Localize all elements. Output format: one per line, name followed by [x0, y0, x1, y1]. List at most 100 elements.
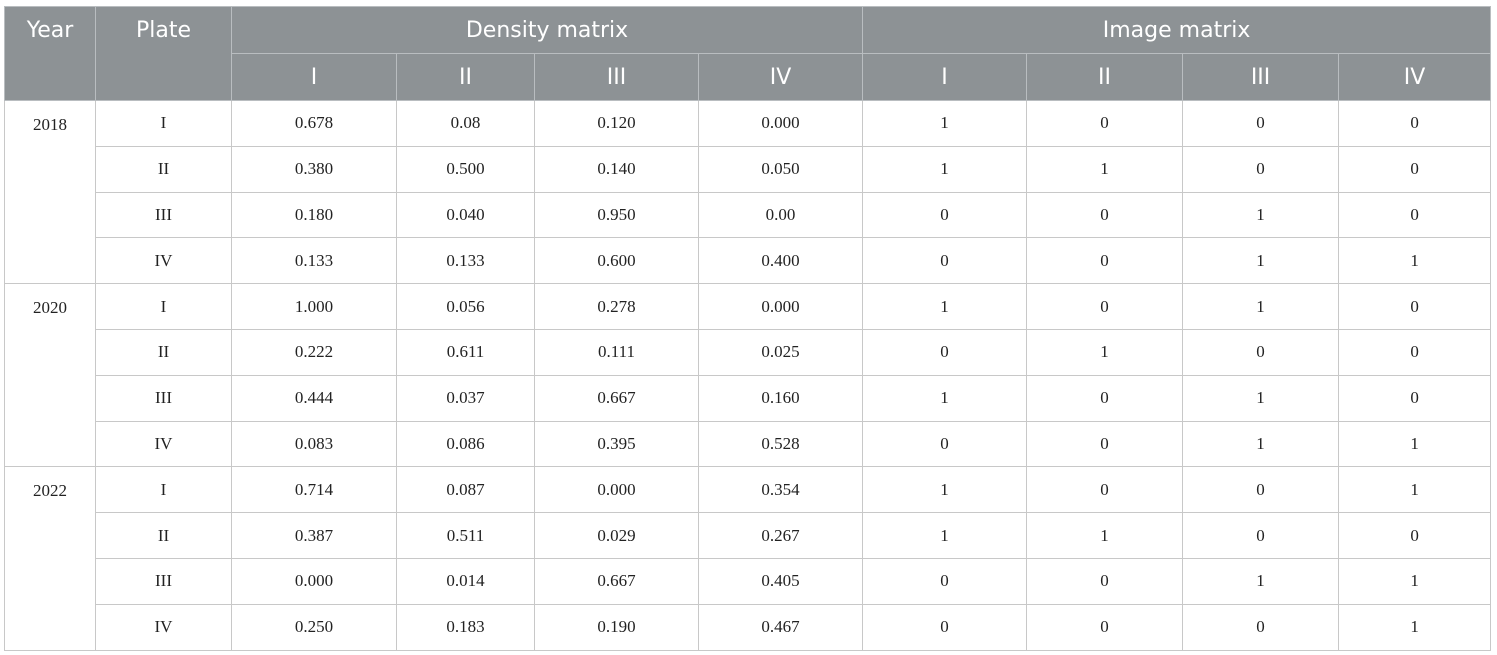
density-value-cell: 0.133: [231, 237, 397, 285]
image-value-cell: 1: [862, 283, 1028, 330]
plate-header: Plate: [95, 6, 232, 101]
density-col-header: II: [396, 53, 535, 101]
image-value-cell: 0: [1026, 283, 1184, 330]
image-value-cell: 1: [862, 374, 1028, 422]
density-value-cell: 0.140: [534, 145, 699, 193]
density-value-cell: 0.183: [396, 603, 535, 651]
density-value-cell: 0.160: [697, 374, 864, 422]
density-col-header: III: [534, 53, 699, 101]
density-matrix-header: Density matrix: [230, 6, 864, 54]
table-row: II 0.222 0.611 0.111 0.025 0 1 0 0: [5, 328, 1492, 376]
density-value-cell: 0.111: [534, 328, 699, 376]
plate-cell: III: [95, 191, 232, 239]
plate-cell: II: [95, 328, 232, 376]
image-value-cell: 1: [862, 512, 1028, 559]
image-value-cell: 1: [862, 145, 1028, 193]
image-value-cell: 1: [1182, 557, 1340, 605]
image-value-cell: 0: [862, 603, 1028, 651]
density-col-header: I: [231, 53, 397, 101]
image-value-cell: 0: [1182, 145, 1340, 193]
image-value-cell: 1: [1338, 466, 1492, 514]
image-value-cell: 0: [1182, 100, 1340, 147]
density-value-cell: 0.511: [396, 512, 535, 559]
density-value-cell: 0.000: [697, 100, 864, 147]
density-value-cell: 0.714: [231, 466, 397, 514]
density-value-cell: 0.037: [396, 374, 535, 422]
image-value-cell: 0: [1338, 191, 1492, 239]
table-row: III 0.180 0.040 0.950 0.00 0 0 1 0: [5, 191, 1492, 239]
density-value-cell: 0.678: [231, 100, 397, 147]
density-value-cell: 0.087: [396, 466, 535, 514]
table-row: IV 0.133 0.133 0.600 0.400 0 0 1 1: [5, 237, 1492, 285]
density-value-cell: 0.611: [396, 328, 535, 376]
image-value-cell: 0: [1026, 374, 1184, 422]
density-value-cell: 0.08: [396, 100, 535, 147]
density-value-cell: 0.222: [231, 328, 397, 376]
table-row: II 0.387 0.511 0.029 0.267 1 1 0 0: [5, 512, 1492, 559]
header-row-top: Year Plate Density matrix Image matrix: [4, 6, 1492, 101]
image-value-cell: 1: [862, 466, 1028, 514]
density-value-cell: 0.040: [396, 191, 535, 239]
year-cell: 2018: [4, 99, 96, 285]
image-value-cell: 1: [1026, 512, 1184, 559]
image-value-cell: 0: [1338, 328, 1492, 376]
image-value-cell: 0: [1026, 420, 1184, 468]
density-value-cell: 1.000: [231, 283, 397, 330]
image-value-cell: 1: [1026, 328, 1184, 376]
density-value-cell: 0.120: [534, 100, 699, 147]
image-value-cell: 0: [1182, 512, 1340, 559]
density-value-cell: 0.500: [396, 145, 535, 193]
image-value-cell: 1: [1182, 283, 1340, 330]
image-value-cell: 0: [1338, 145, 1492, 193]
plate-cell: IV: [95, 420, 232, 468]
image-matrix-header: Image matrix: [862, 6, 1492, 54]
plate-cell: IV: [95, 237, 232, 285]
image-col-header: III: [1182, 53, 1340, 101]
density-value-cell: 0.014: [396, 557, 535, 605]
image-value-cell: 1: [1338, 557, 1492, 605]
plate-cell: I: [95, 466, 232, 514]
image-value-cell: 1: [1182, 191, 1340, 239]
plate-cell: III: [95, 374, 232, 422]
year-cell: 2020: [4, 283, 96, 468]
density-value-cell: 0.056: [396, 283, 535, 330]
table-row: 2020 I 1.000 0.056 0.278 0.000 1 0 1 0: [4, 283, 1492, 468]
density-image-matrix-table: Year Plate Density matrix Image matrix I…: [4, 6, 1492, 651]
matrix-table-container: Year Plate Density matrix Image matrix I…: [4, 6, 1492, 651]
density-value-cell: 0.000: [697, 283, 864, 330]
table-body: 2018 I 0.678 0.08 0.120 0.000 1 0 0 0 II 0.380 0.500…: [4, 99, 1492, 651]
image-value-cell: 0: [862, 420, 1028, 468]
density-value-cell: 0.380: [231, 145, 397, 193]
image-value-cell: 0: [862, 237, 1028, 285]
density-value-cell: 0.395: [534, 420, 699, 468]
year-header: Year: [4, 6, 96, 101]
header-row-sub: I II III IV I II III IV: [5, 53, 1492, 101]
density-value-cell: 0.133: [396, 237, 535, 285]
density-value-cell: 0.467: [697, 603, 864, 651]
density-value-cell: 0.278: [534, 283, 699, 330]
density-value-cell: 0.387: [231, 512, 397, 559]
image-col-header: II: [1026, 53, 1184, 101]
density-value-cell: 0.050: [697, 145, 864, 193]
image-col-header: I: [862, 53, 1028, 101]
image-value-cell: 0: [1182, 603, 1340, 651]
plate-cell: II: [95, 512, 232, 559]
density-value-cell: 0.180: [231, 191, 397, 239]
image-value-cell: 0: [1182, 328, 1340, 376]
density-value-cell: 0.950: [534, 191, 699, 239]
density-value-cell: 0.029: [534, 512, 699, 559]
image-value-cell: 0: [1338, 512, 1492, 559]
image-value-cell: 1: [1182, 420, 1340, 468]
image-value-cell: 0: [862, 191, 1028, 239]
density-value-cell: 0.667: [534, 557, 699, 605]
density-value-cell: 0.354: [697, 466, 864, 514]
table-row: IV 0.083 0.086 0.395 0.528 0 0 1 1: [5, 420, 1492, 468]
image-value-cell: 1: [1338, 237, 1492, 285]
image-value-cell: 0: [1338, 283, 1492, 330]
density-value-cell: 0.444: [231, 374, 397, 422]
plate-cell: I: [95, 100, 232, 147]
density-value-cell: 0.667: [534, 374, 699, 422]
density-value-cell: 0.400: [697, 237, 864, 285]
year-cell: 2022: [4, 466, 96, 651]
table-row: 2018 I 0.678 0.08 0.120 0.000 1 0 0 0: [4, 99, 1492, 285]
